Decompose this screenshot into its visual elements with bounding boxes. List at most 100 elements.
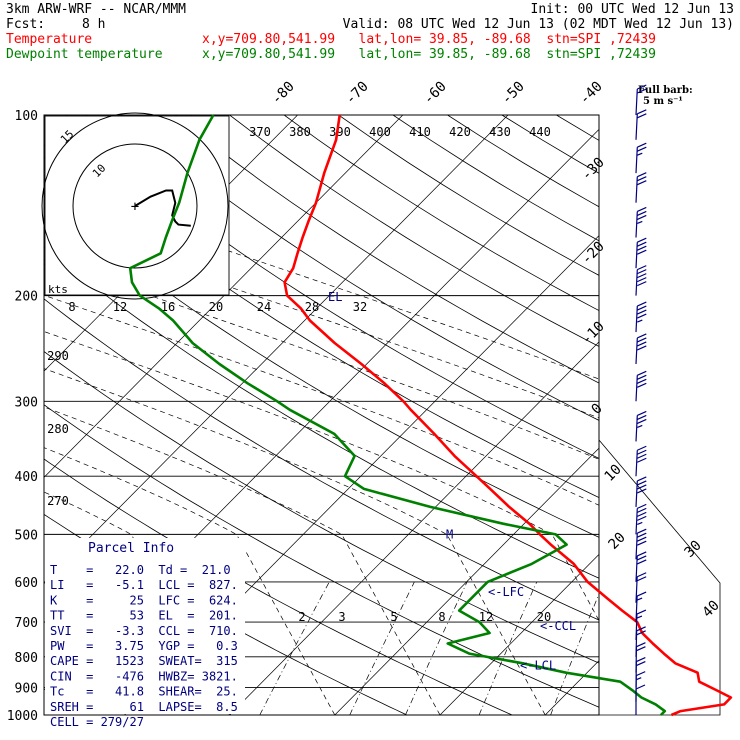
- wind-barb: [635, 172, 647, 203]
- barb-half-flag: [637, 319, 643, 323]
- model-title: 3km ARW-WRF -- NCAR/MMM: [6, 2, 187, 17]
- speed-scale-label: 32: [353, 300, 367, 314]
- fcst-label: Fcst:: [6, 17, 46, 32]
- dry-adiabat-line: [720, 115, 740, 715]
- barb-flag: [637, 341, 647, 347]
- wind-barb: [635, 237, 647, 269]
- barb-staff: [635, 375, 638, 402]
- barb-staff: [635, 147, 638, 174]
- isotherm-label-top: -80: [269, 79, 298, 108]
- barb-staff: [635, 576, 638, 603]
- isotherm-label-right: 20: [606, 530, 629, 553]
- parcel-info-row: CIN = -476 HWBZ= 3821.: [50, 669, 238, 683]
- barb-flag: [637, 249, 647, 255]
- isotherm-line: [44, 115, 404, 478]
- parcel-info-row: SREH = 61 LAPSE= 8.5: [50, 700, 238, 714]
- barb-flag: [637, 449, 647, 455]
- parcel-info-row: CELL = 279/27: [50, 715, 144, 729]
- barb-flag: [637, 480, 647, 486]
- barb-staff: [635, 113, 638, 140]
- dry-adiabat-line: [174, 115, 599, 384]
- dry-adiabat-line: [44, 144, 599, 498]
- barb-staff: [635, 450, 638, 477]
- mixing-ratio-line: [259, 581, 330, 715]
- parcel-info-row: Tc = 41.8 SHEAR= 25.: [50, 685, 238, 699]
- fcst-value: 8 h: [82, 17, 106, 32]
- barb-half-flag: [636, 677, 642, 681]
- theta-label: 440: [529, 125, 551, 139]
- barb-flag: [637, 418, 647, 424]
- barb-flag: [637, 445, 647, 451]
- isotherm-label-right: 30: [682, 538, 705, 561]
- dry-adiabat-line: [66, 115, 599, 459]
- parcel-info-row: CAPE = 1523 SWEAT= 315: [50, 654, 238, 668]
- barb-flag: [637, 374, 647, 380]
- theta-label: 420: [449, 125, 471, 139]
- barb-flag: [637, 277, 647, 283]
- theta-label: 380: [289, 125, 311, 139]
- barb-flag: [637, 172, 647, 178]
- barb-half-flag: [637, 424, 643, 428]
- barb-staff: [635, 337, 638, 365]
- barb-flag: [637, 457, 647, 463]
- barb-staff: [635, 176, 638, 203]
- pressure-tick-label: 400: [15, 470, 38, 485]
- moist-adiabat-line: [44, 223, 599, 419]
- parcel-info-row: T = 22.0 Td = 21.0: [50, 563, 231, 577]
- wind-barb: [635, 551, 647, 582]
- wind-barb: [635, 591, 647, 623]
- theta-label: 390: [329, 125, 351, 139]
- barb-flag: [637, 180, 647, 186]
- barb-flag: [636, 656, 646, 663]
- barb-flag: [637, 241, 647, 247]
- pressure-tick-label: 800: [15, 651, 38, 666]
- barb-flag: [637, 337, 647, 343]
- barb-flag: [637, 378, 647, 384]
- barb-flag: [637, 206, 647, 213]
- speed-scale-label: 28: [305, 300, 319, 314]
- barb-flag: [636, 555, 647, 561]
- barb-flag: [637, 528, 647, 534]
- isotherm-label-top: -50: [499, 79, 528, 108]
- level-annotation: <-LFC: [488, 585, 524, 599]
- isotherm-line: [439, 553, 599, 715]
- barb-staff: [635, 480, 638, 507]
- isotherm-extension: [598, 439, 721, 716]
- hodograph-origin-icon: +: [131, 199, 139, 215]
- barb-flag: [637, 453, 647, 459]
- barb-flag: [637, 214, 647, 221]
- barb-flag: [637, 488, 647, 494]
- wind-barb: [635, 142, 647, 174]
- barb-flag: [637, 476, 647, 482]
- barb-flag: [636, 609, 647, 615]
- dry-adiabat-line: [44, 350, 599, 664]
- theta-label: 430: [489, 125, 511, 139]
- barb-flag: [637, 507, 647, 513]
- speed-scale-label: 16: [161, 300, 175, 314]
- barb-flag: [637, 265, 647, 271]
- pressure-tick-label: 900: [15, 682, 38, 697]
- moist-adiabat-line: [44, 294, 599, 506]
- pressure-tick-label: 700: [15, 616, 38, 631]
- barb-half-flag: [636, 615, 643, 619]
- dewpoint-profile: [128, 114, 667, 716]
- barb-staff: [635, 555, 638, 582]
- barb-flag: [636, 630, 646, 636]
- barb-flag: [637, 511, 647, 517]
- wind-barb: [635, 528, 647, 560]
- parcel-info-row: LI = -5.1 LCL = 827.: [50, 578, 238, 592]
- speed-unit-label: kts: [48, 283, 68, 296]
- hodograph-trace: [134, 189, 191, 227]
- wind-barb: [635, 503, 647, 535]
- barb-staff: [635, 88, 638, 116]
- barb-staff: [635, 306, 638, 333]
- wind-barb: [635, 370, 647, 402]
- wind-barb: [635, 476, 647, 507]
- dry-adiabat-line: [665, 115, 740, 715]
- barb-flag: [636, 572, 647, 578]
- mixing-ratio-label: 8: [438, 610, 445, 624]
- barb-staff: [635, 508, 638, 535]
- dry-adiabat-line: [44, 195, 599, 538]
- pressure-tick-label: 300: [15, 395, 38, 410]
